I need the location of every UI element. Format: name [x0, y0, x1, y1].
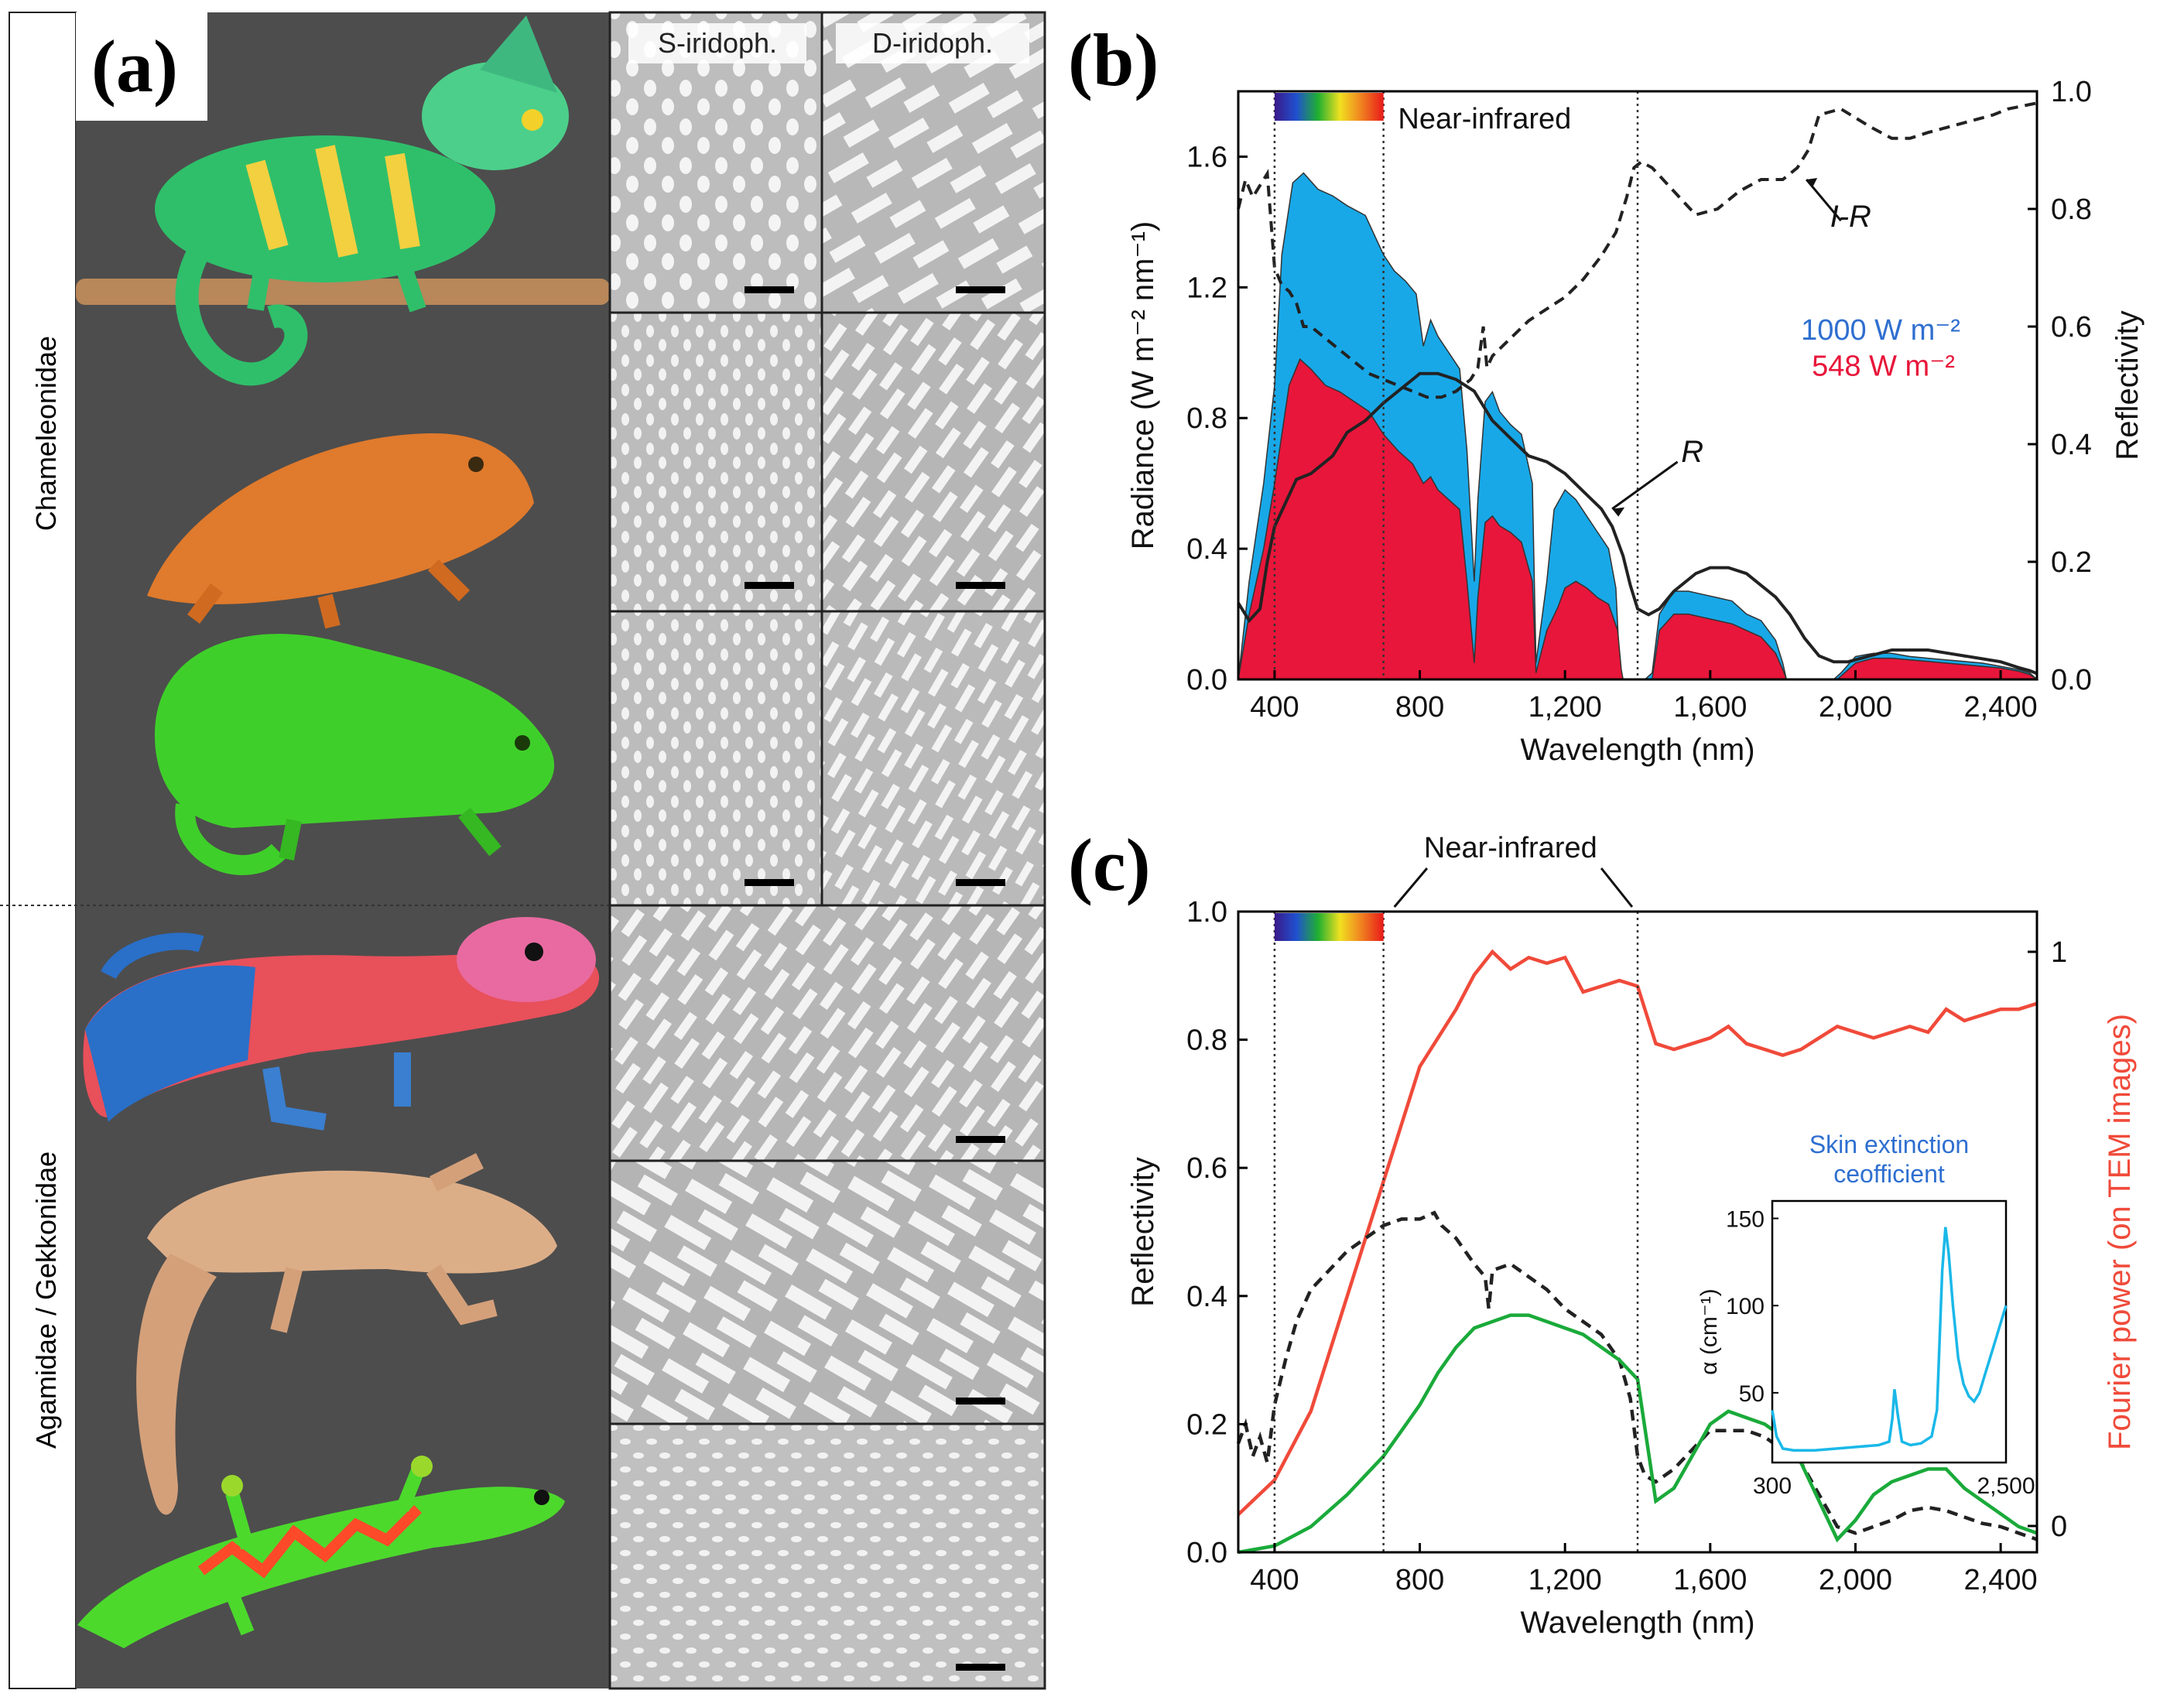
visible-spectrum-bar [1274, 913, 1384, 941]
group-label-chameleonidae: Chameleonidae [30, 336, 62, 531]
line-series-i-r [1237, 101, 2038, 399]
agama-lizard-icon [83, 917, 600, 1131]
plot-frame [1237, 910, 2039, 1554]
arrow-left [1393, 867, 1429, 908]
x-tick-label: 1,600 [1673, 1564, 1747, 1596]
x-tick-label: 1,600 [1673, 691, 1747, 724]
x-tick-label: 800 [1395, 691, 1444, 724]
line-reflectivity-green [1237, 1313, 2038, 1555]
x-tick-label: 400 [1250, 691, 1299, 724]
y-tick-label: 0.6 [1186, 1152, 1227, 1185]
arrow-right [1600, 867, 1634, 908]
y2-tick-label: 1 [2051, 936, 2067, 969]
y-tick-label: 0.8 [1186, 1025, 1227, 1057]
legend-548w: 548 W m⁻² [1812, 350, 1955, 382]
x-tick-label: 2,400 [1964, 691, 2038, 724]
x-tick-label: 2,000 [1819, 691, 1892, 724]
near-infrared-arrows [1393, 867, 1634, 908]
y2-tick-label: 0.0 [2051, 664, 2092, 696]
y-tick-label: 1.2 [1186, 272, 1227, 304]
col-header-d-iridoph: D-iridoph. [872, 27, 993, 59]
panel-b-label: (b) [1068, 19, 1159, 101]
y-tick-label: 1.0 [1186, 896, 1227, 929]
tem-s-iridoph-2 [608, 311, 823, 613]
tem-bearded-dragon [608, 1159, 1046, 1425]
arrow-head-r [1612, 507, 1625, 517]
inset-y-axis-label: α (cm⁻¹) [1696, 1288, 1722, 1374]
inset-x-tick-label: 300 [1753, 1473, 1792, 1499]
x-tick-label: 1,200 [1528, 1564, 1602, 1596]
y2-tick-label: 0.4 [2051, 429, 2092, 461]
y2-tick-label: 1.0 [2051, 76, 2092, 108]
annotation-arrows [1611, 178, 1842, 517]
inset-line-extinction [1771, 1227, 2008, 1452]
panel-c-label: (c) [1068, 823, 1151, 906]
line-reflectivity-dashed [1236, 1210, 2038, 1541]
y-tick-label: 0.2 [1186, 1408, 1227, 1441]
scale-bars [745, 286, 1005, 1671]
inset-title-line2: ceofficient [1833, 1160, 1945, 1188]
y-axis-label: Radiance (W m⁻² nm⁻¹) [1126, 221, 1160, 550]
x-axis-label: Wavelength (nm) [1520, 733, 1754, 767]
panel-b-chart: (b) 400 800 1,200 1,600 2,000 2,400 0.0 0.4 0.8 1… [1068, 19, 2145, 767]
inset-frame [1771, 1199, 2008, 1464]
y2-axis-label: Reflectivity [2110, 310, 2145, 460]
panel-a: (a) Chameleonidae Agamidae / Gekkonidae … [0, 0, 1053, 1697]
group-label-agamidae: Agamidae / Gekkonidae [30, 1151, 62, 1449]
x-tick-label: 400 [1250, 1564, 1299, 1596]
panel-c-chart: (c) 400 800 1,200 1,600 2,000 2,400 0.0 0.2 0.4 0… [1068, 823, 2137, 1640]
col-header-s-iridoph: S-iridoph. [658, 27, 777, 59]
y-tick-label: 0.4 [1186, 533, 1227, 566]
panel-a-label: (a) [91, 25, 178, 108]
x-tick-label: 800 [1395, 1564, 1444, 1596]
y2-tick-label: 0.6 [2051, 311, 2092, 344]
y-tick-label: 0.0 [1186, 664, 1227, 696]
near-infrared-label: Near-infrared [1424, 832, 1597, 864]
annotation-r: R [1681, 435, 1703, 469]
x-tick-label: 2,400 [1964, 1564, 2038, 1596]
tem-grid [608, 11, 1046, 1690]
y-axis-label: Reflectivity [1126, 1157, 1160, 1306]
tem-d-iridoph-2 [820, 311, 1046, 613]
tem-d-iridoph-3 [820, 610, 1046, 907]
x-tick-label: 2,000 [1819, 1564, 1892, 1596]
day-gecko-icon [77, 1456, 565, 1648]
tem-agama [608, 904, 1046, 1162]
y-tick-label: 0.4 [1186, 1281, 1227, 1313]
y2-tick-label: 0.8 [2051, 193, 2092, 226]
chameleon-brown-icon [147, 433, 534, 629]
chameleon-veiled-icon [76, 15, 610, 386]
visible-spectrum-bar [1274, 93, 1384, 121]
y2-tick-label: 0 [2051, 1511, 2067, 1543]
y-tick-label: 0.0 [1186, 1537, 1227, 1569]
y2-tick-label: 0.2 [2051, 546, 2092, 579]
arrow-head-i-r [1806, 178, 1818, 187]
inset-x-tick-label: 2,500 [1977, 1473, 2035, 1499]
tem-s-iridoph-3 [608, 610, 823, 907]
inset-y-tick-label: 50 [1739, 1381, 1765, 1407]
chameleon-green-icon [155, 634, 555, 875]
legend-1000w: 1000 W m⁻² [1801, 314, 1960, 347]
plot-frame [1237, 90, 2039, 681]
inset-title: Skin extinction [1809, 1131, 1969, 1158]
left-label-strip [9, 12, 77, 1689]
y2-axis-label: Fourier power (on TEM images) [2103, 1014, 2137, 1450]
arrow-r [1611, 460, 1679, 510]
line-series-r [1237, 371, 2038, 676]
x-tick-label: 1,200 [1528, 691, 1602, 724]
y-tick-label: 1.6 [1186, 141, 1227, 173]
y-tick-label: 0.8 [1186, 402, 1227, 435]
near-infrared-label: Near-infrared [1398, 103, 1571, 135]
bearded-dragon-icon [136, 1153, 557, 1515]
tem-gecko [608, 1422, 1046, 1690]
inset-y-tick-label: 150 [1726, 1207, 1765, 1233]
x-axis-label: Wavelength (nm) [1520, 1606, 1754, 1640]
inset-y-tick-label: 100 [1726, 1294, 1765, 1319]
area-series-548w [1237, 358, 2039, 680]
line-fourier-power [1237, 949, 2038, 1516]
